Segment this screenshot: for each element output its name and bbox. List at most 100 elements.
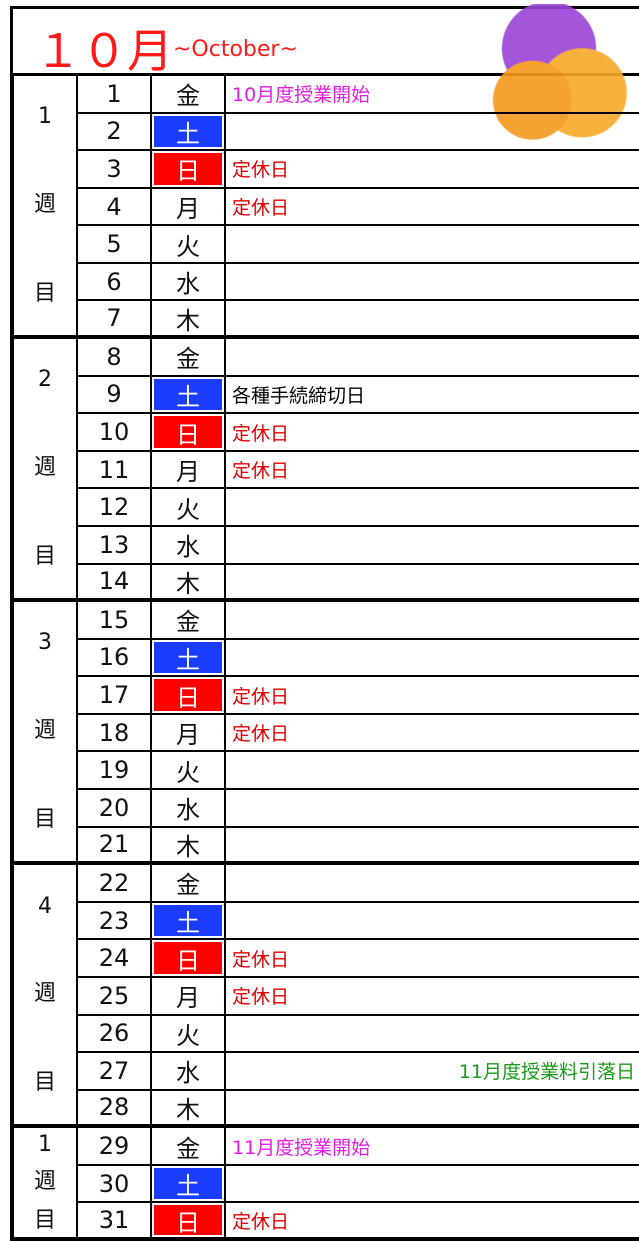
day-number: 21: [78, 827, 152, 866]
day-number: 18: [78, 714, 152, 753]
weekday: 土: [152, 902, 226, 941]
day-note: 定休日: [226, 452, 639, 490]
week-label-char: 1: [38, 1131, 52, 1157]
day-note: 定休日: [226, 414, 639, 452]
week-label-char: 目: [33, 806, 56, 832]
day-note: 定休日: [226, 1203, 639, 1241]
weekday: 月: [152, 188, 226, 227]
week-label-char: 週: [33, 192, 56, 218]
day-number: 26: [78, 1015, 152, 1054]
day-number: 3: [78, 151, 152, 189]
day-note: [226, 1091, 639, 1129]
month-subtitle: ~October~: [173, 37, 298, 62]
weekday: 日: [152, 677, 226, 715]
weekday: 金: [152, 1128, 226, 1166]
day-note: [226, 790, 639, 828]
day-note: [226, 339, 639, 377]
day-number: 25: [78, 977, 152, 1016]
halloween-illustration: [466, 4, 632, 152]
weekday: 火: [152, 1015, 226, 1054]
day-number: 2: [78, 113, 152, 152]
week-label: 3 週目: [14, 602, 78, 866]
day-number: 31: [78, 1203, 152, 1241]
week-label: 4 週目: [14, 865, 78, 1129]
day-note: 11月度授業開始: [226, 1128, 639, 1166]
title-bar: １０月 ~October~: [10, 6, 639, 78]
day-number: 9: [78, 376, 152, 415]
day-note: [226, 640, 639, 678]
week-label: 2 週目: [14, 339, 78, 603]
day-note: [226, 1166, 639, 1204]
day-number: 16: [78, 639, 152, 678]
day-note: [226, 301, 639, 340]
weekday: 水: [152, 263, 226, 302]
week-label-char: 3: [38, 630, 52, 656]
week-label-char: 目: [33, 1069, 56, 1095]
day-number: 6: [78, 263, 152, 302]
weekday: 金: [152, 602, 226, 640]
day-note: [226, 527, 639, 565]
day-note: 11月度授業料引落日: [226, 1053, 639, 1091]
day-number: 29: [78, 1128, 152, 1166]
weekday: 土: [152, 639, 226, 678]
weekday: 月: [152, 714, 226, 753]
day-note: 定休日: [226, 189, 639, 227]
day-number: 19: [78, 752, 152, 791]
week-label-char: 目: [33, 280, 56, 306]
week-label-char: 4: [38, 893, 52, 919]
weekday: 水: [152, 790, 226, 828]
day-number: 27: [78, 1053, 152, 1091]
left-border: [10, 76, 14, 1241]
day-number: 8: [78, 339, 152, 377]
day-note: [226, 565, 639, 603]
day-number: 30: [78, 1165, 152, 1204]
day-number: 1: [78, 76, 152, 114]
weekday: 日: [152, 151, 226, 189]
weekday: 日: [152, 414, 226, 452]
day-note: [226, 602, 639, 640]
week-label: 1 週目: [14, 1128, 78, 1241]
weekday: 木: [152, 564, 226, 603]
day-number: 10: [78, 414, 152, 452]
day-note: [226, 903, 639, 941]
day-number: 5: [78, 226, 152, 264]
day-number: 20: [78, 790, 152, 828]
week-label-char: 週: [33, 718, 56, 744]
week-label-char: 週: [33, 981, 56, 1007]
weekday: 日: [152, 940, 226, 978]
day-note: 定休日: [226, 715, 639, 753]
day-note: 定休日: [226, 151, 639, 189]
day-number: 17: [78, 677, 152, 715]
week-label: 1 週目: [14, 76, 78, 340]
day-note: 各種手続締切日: [226, 377, 639, 415]
weekday: 月: [152, 977, 226, 1016]
weekday: 水: [152, 526, 226, 565]
weekday: 金: [152, 865, 226, 903]
day-number: 28: [78, 1090, 152, 1129]
day-number: 14: [78, 564, 152, 603]
weekday: 火: [152, 226, 226, 264]
week-label-char: 週: [33, 1169, 56, 1195]
day-note: [226, 1016, 639, 1054]
weekday: 土: [152, 376, 226, 415]
day-note: [226, 865, 639, 903]
weekday: 水: [152, 1053, 226, 1091]
day-number: 11: [78, 451, 152, 490]
week-label-char: 目: [33, 543, 56, 569]
day-note: [226, 264, 639, 302]
day-number: 4: [78, 188, 152, 227]
day-note: 10月度授業開始: [226, 76, 639, 114]
day-note: 定休日: [226, 940, 639, 978]
day-note: [226, 489, 639, 527]
day-note: [226, 114, 639, 152]
day-note: [226, 226, 639, 264]
weekday: 火: [152, 489, 226, 527]
day-number: 15: [78, 602, 152, 640]
week-label-char: 2: [38, 367, 52, 393]
day-note: [226, 752, 639, 791]
weekday: 金: [152, 339, 226, 377]
day-number: 7: [78, 301, 152, 340]
weekday: 月: [152, 451, 226, 490]
weekday: 火: [152, 752, 226, 791]
week-label-char: 1: [38, 104, 52, 130]
